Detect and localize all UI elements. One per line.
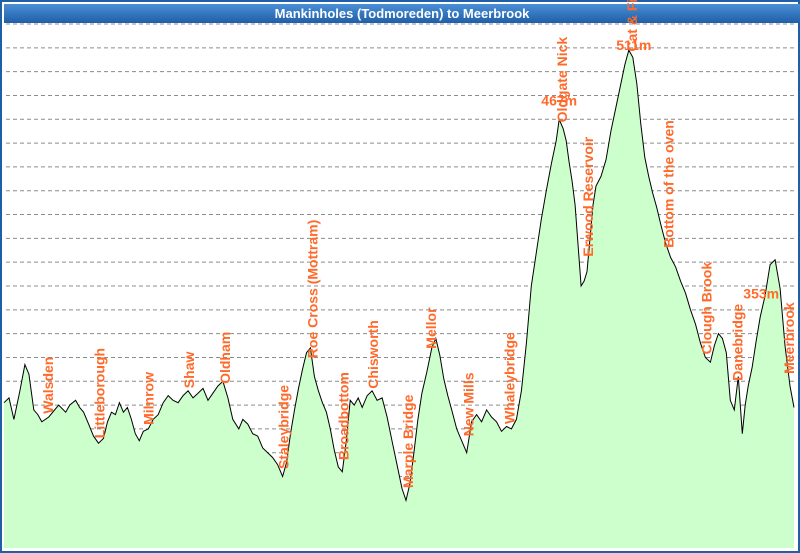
peak-label-0: 467m xyxy=(541,92,577,108)
place-label-2: Milnrow xyxy=(140,372,156,425)
place-label-8: Chisworth xyxy=(365,320,381,388)
place-label-3: Shaw xyxy=(181,352,197,389)
place-label-6: Roe Cross (Mottram) xyxy=(304,220,320,358)
peak-label-1: 511m xyxy=(616,37,651,53)
place-label-9: Marple Bridge xyxy=(400,394,416,488)
place-label-17: Clough Brook xyxy=(698,262,714,355)
place-label-15: Cat & Fiddle xyxy=(624,0,640,52)
place-labels: Walsden Littleborough Milnrow Shaw Oldham Sta… xyxy=(40,0,797,488)
place-label-19: Meerbrook xyxy=(781,302,797,374)
place-label-16: Bottom of the oven xyxy=(661,120,677,248)
place-label-12: Whaleybridge xyxy=(501,332,517,424)
chart-title: Mankinholes (Todmoreden) to Meerbrook xyxy=(4,4,800,23)
place-label-1: Littleborough xyxy=(92,348,108,438)
elevation-area xyxy=(4,50,794,548)
place-label-13: Oldgate Nick xyxy=(554,37,570,123)
place-label-0: Walsden xyxy=(40,357,56,414)
place-label-5: Staleybridge xyxy=(276,385,292,469)
place-label-11: New Mills xyxy=(461,372,477,436)
elevation-line xyxy=(3,48,795,503)
peak-label-2: 353m xyxy=(743,286,779,302)
place-label-10: Mellor xyxy=(423,307,439,349)
place-label-4: Oldham xyxy=(217,332,233,384)
place-label-14: Erwood Reservoir xyxy=(580,136,596,256)
place-label-18: Danebridge xyxy=(729,304,745,381)
peak-labels: 467m 511m 353m xyxy=(541,37,779,302)
place-label-7: Broadbottom xyxy=(335,372,351,460)
